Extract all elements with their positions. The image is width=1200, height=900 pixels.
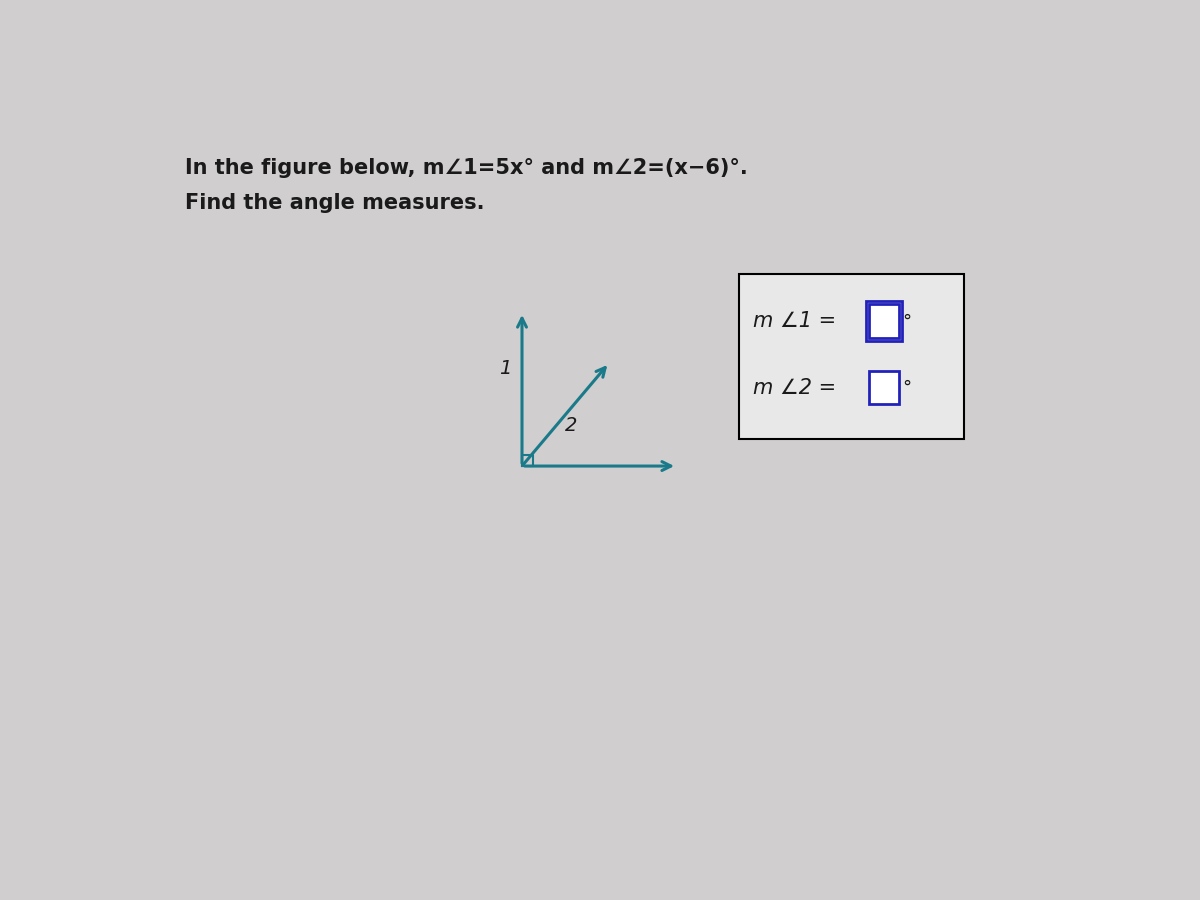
Text: Find the angle measures.: Find the angle measures. xyxy=(185,193,485,212)
Text: 1: 1 xyxy=(499,359,511,378)
Text: m ∠2 =: m ∠2 = xyxy=(752,377,842,398)
Bar xyxy=(869,371,899,404)
Text: In the figure below, m∠1=5x° and m∠2=(x−6)°.: In the figure below, m∠1=5x° and m∠2=(x−… xyxy=(185,158,748,178)
Text: 2: 2 xyxy=(565,417,577,436)
FancyBboxPatch shape xyxy=(739,274,964,439)
Text: °: ° xyxy=(902,379,912,397)
Bar xyxy=(866,302,901,341)
Bar xyxy=(869,304,899,338)
Text: °: ° xyxy=(902,312,912,330)
Text: m ∠1 =: m ∠1 = xyxy=(752,311,842,331)
